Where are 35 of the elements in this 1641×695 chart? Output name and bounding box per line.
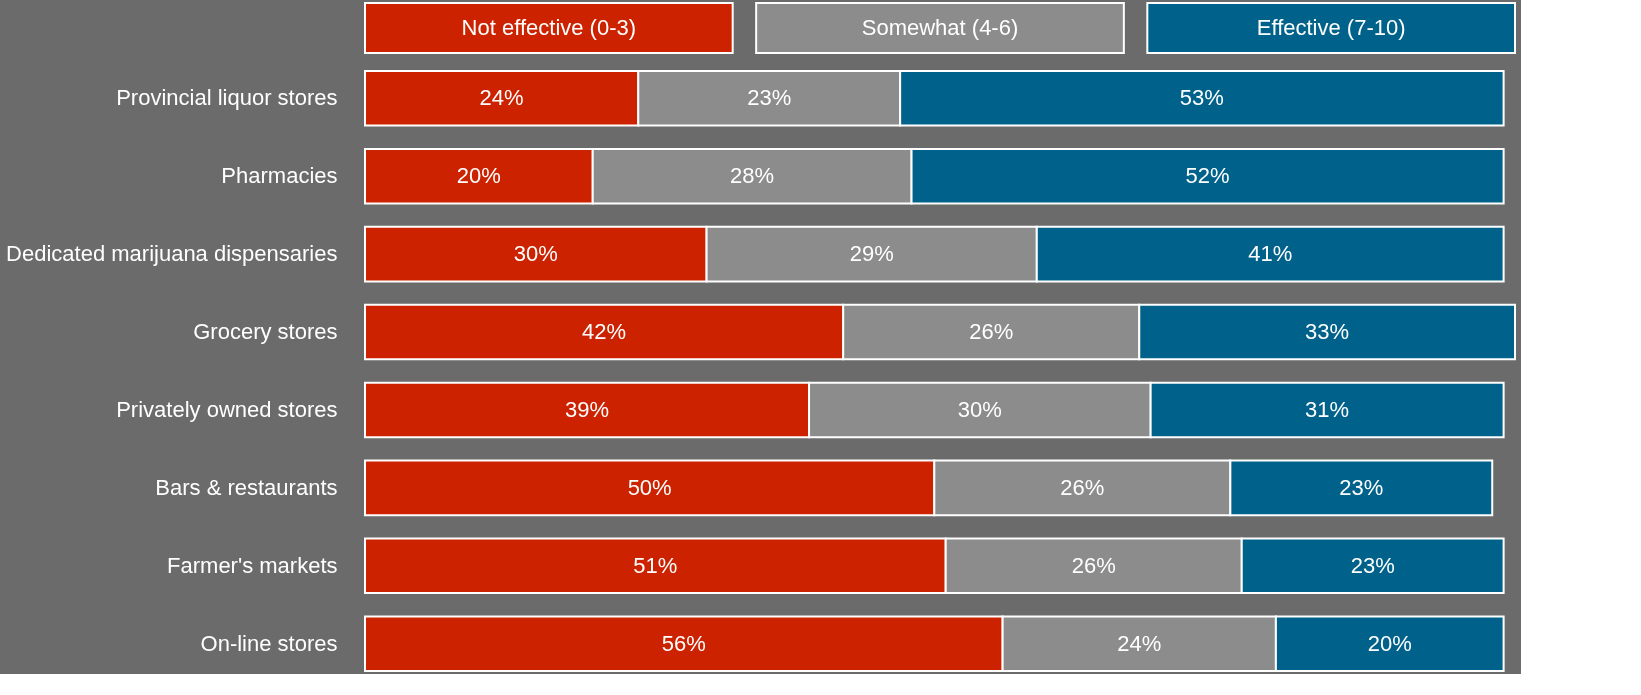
y-tick-label: Provincial liquor stores (116, 85, 338, 111)
data-label: 29% (849, 241, 894, 267)
data-label: 53% (1179, 85, 1224, 111)
y-tick-label: Bars & restaurants (155, 474, 338, 500)
y-tick-label: Privately owned stores (116, 396, 338, 422)
data-label: 31% (1305, 396, 1350, 422)
series-label: Effective (7-10) (1256, 15, 1406, 40)
y-tick-label: Grocery stores (193, 319, 338, 345)
data-label: 23% (1339, 474, 1384, 500)
data-label: 28% (730, 163, 775, 189)
data-label: 51% (633, 552, 678, 578)
series-label: Somewhat (4-6) (861, 15, 1019, 40)
data-label: 42% (582, 319, 627, 345)
data-label: 20% (456, 163, 501, 189)
y-tick-label: Pharmacies (221, 163, 338, 189)
data-label: 24% (479, 85, 524, 111)
data-label: 20% (1367, 630, 1412, 656)
data-label: 26% (1060, 474, 1105, 500)
data-label: 23% (1350, 552, 1395, 578)
y-tick-label: Dedicated marijuana dispensaries (6, 241, 338, 267)
data-label: 30% (513, 241, 558, 267)
y-tick-label: On-line stores (200, 630, 338, 656)
data-label: 41% (1248, 241, 1293, 267)
y-tick-label: Farmer's markets (167, 552, 338, 578)
data-label: 26% (1071, 552, 1116, 578)
data-label: 30% (957, 396, 1002, 422)
data-label: 26% (969, 319, 1014, 345)
data-label: 56% (661, 630, 706, 656)
data-label: 33% (1305, 319, 1350, 345)
data-label: 50% (627, 474, 672, 500)
series-label: Not effective (0-3) (461, 15, 637, 40)
data-label: 52% (1185, 163, 1230, 189)
data-label: 24% (1117, 630, 1162, 656)
data-label: 23% (747, 85, 792, 111)
data-label: 39% (565, 396, 610, 422)
